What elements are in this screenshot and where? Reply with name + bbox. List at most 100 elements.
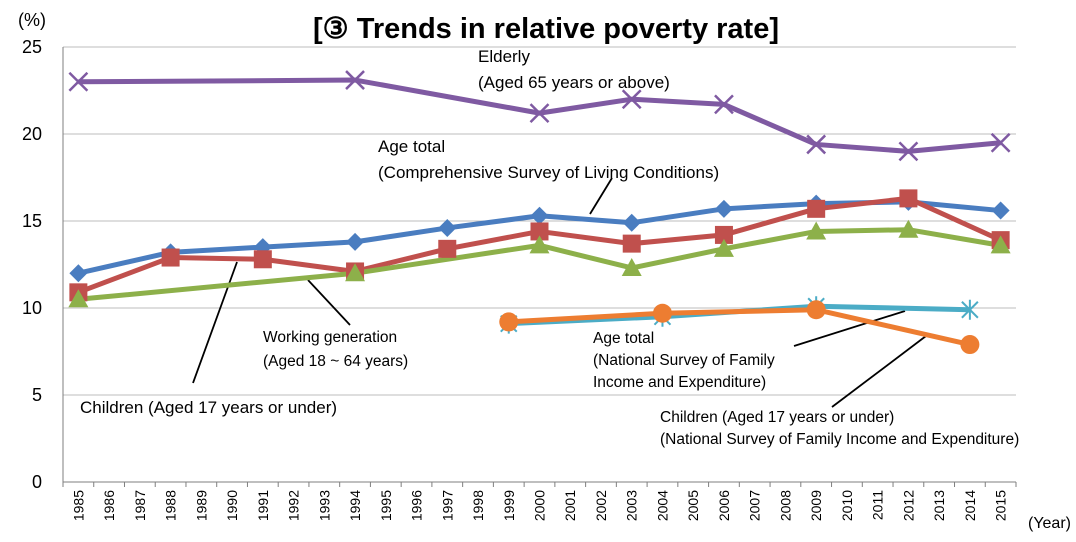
point-marker — [529, 103, 550, 124]
point-marker — [898, 141, 919, 162]
point-marker — [961, 299, 979, 320]
annotation-age-total-nsfie: Income and Expenditure) — [593, 374, 766, 391]
x-tick-label: 1997 — [439, 490, 455, 521]
point-marker — [652, 303, 672, 323]
point-marker — [69, 264, 88, 283]
leader-working-generation — [307, 279, 351, 326]
x-tick-label: 2007 — [747, 490, 763, 521]
annotation-elderly: Elderly — [478, 47, 530, 66]
point-marker — [68, 71, 89, 92]
point-marker — [253, 250, 272, 269]
annotation-age-total-cslc: (Comprehensive Survey of Living Conditio… — [378, 163, 719, 182]
point-marker — [622, 234, 641, 253]
x-tick-label: 1998 — [470, 490, 486, 521]
point-marker — [806, 300, 826, 320]
point-marker — [438, 239, 457, 258]
point-marker — [530, 222, 549, 241]
point-marker — [345, 70, 365, 90]
x-tick-label: 2009 — [808, 490, 824, 521]
leader-age-total-cslc — [589, 177, 613, 215]
x-tick-label: 2006 — [716, 490, 732, 521]
chart-text: [③ Trends in relative poverty rate] (%) … — [18, 10, 1071, 532]
series-annotations: Elderly (Aged 65 years or above) Age total… — [80, 47, 1019, 448]
chart-title: [③ Trends in relative poverty rate] — [313, 13, 779, 45]
point-marker — [68, 289, 89, 308]
y-tick-label: 20 — [22, 124, 42, 144]
point-marker — [438, 218, 457, 237]
x-tick-label: 2015 — [993, 490, 1009, 521]
annotation-children-nsfie: (National Survey of Family Income and Ex… — [660, 431, 1019, 448]
point-marker — [960, 335, 980, 355]
x-axis-unit: (Year) — [1028, 515, 1071, 532]
x-tick-label: 1993 — [316, 490, 332, 521]
y-axis-unit: (%) — [18, 10, 46, 30]
series-line — [78, 77, 1001, 154]
y-tick-label: 10 — [22, 298, 42, 318]
point-marker — [714, 199, 733, 218]
x-tick-label: 2013 — [931, 490, 947, 521]
point-marker — [990, 235, 1011, 254]
x-tick-label: 1996 — [409, 490, 425, 521]
point-marker — [345, 263, 366, 282]
x-tick-label: 1989 — [193, 490, 209, 521]
y-tick-label: 0 — [32, 472, 42, 492]
point-marker — [499, 312, 519, 332]
x-tick-label: 2008 — [777, 490, 793, 521]
point-marker — [621, 257, 642, 276]
annotation-working-generation: (Aged 18 ~ 64 years) — [263, 353, 408, 370]
point-marker — [622, 213, 641, 232]
point-marker — [529, 235, 550, 254]
axes — [62, 47, 1017, 487]
leader-children-cslc — [192, 261, 238, 384]
x-tick-label: 2012 — [900, 490, 916, 521]
x-tick-label: 2005 — [685, 490, 701, 521]
annotation-children-nsfie: Children (Aged 17 years or under) — [660, 409, 894, 426]
x-tick-label: 1988 — [163, 490, 179, 521]
x-tick-label: 2011 — [870, 490, 886, 520]
annotation-age-total-cslc: Age total — [378, 137, 445, 156]
y-tick-label: 15 — [22, 211, 42, 231]
point-marker — [621, 89, 642, 110]
annotation-leader-lines — [192, 177, 927, 408]
x-tick-label: 1995 — [378, 490, 394, 521]
point-marker — [713, 238, 734, 257]
x-tick-label: 2000 — [532, 490, 548, 521]
x-tick-label: 2003 — [624, 490, 640, 521]
y-tick-label: 5 — [32, 385, 42, 405]
point-marker — [530, 206, 549, 225]
series-line — [78, 227, 1002, 302]
x-tick-label: 2004 — [654, 490, 670, 521]
point-marker — [899, 189, 918, 208]
series-line — [508, 307, 971, 347]
leader-age-total-nsfie — [793, 310, 906, 347]
x-tick-label: 1990 — [224, 490, 240, 521]
x-tick-label: 1987 — [132, 490, 148, 521]
x-tick-label: 1991 — [255, 490, 271, 521]
point-marker — [898, 219, 919, 238]
annotation-age-total-nsfie: (National Survey of Family — [593, 352, 775, 369]
leader-children-nsfie — [831, 335, 927, 408]
annotation-elderly: (Aged 65 years or above) — [478, 73, 670, 92]
series-markers — [68, 70, 1011, 355]
x-tick-label: 2010 — [839, 490, 855, 521]
point-marker — [991, 201, 1010, 220]
point-marker — [161, 248, 180, 267]
point-marker — [807, 199, 826, 218]
point-marker — [714, 94, 734, 115]
x-tick-label: 1986 — [101, 490, 117, 521]
point-marker — [990, 132, 1011, 153]
x-tick-label: 1994 — [347, 490, 363, 521]
x-tick-label: 1985 — [70, 490, 86, 521]
x-tick-label: 1992 — [286, 490, 302, 521]
x-tick-label: 2014 — [962, 490, 978, 521]
annotation-working-generation: Working generation — [263, 329, 397, 346]
series-line — [508, 303, 970, 327]
annotation-children-cslc: Children (Aged 17 years or under) — [80, 398, 337, 417]
x-tick-label: 1999 — [501, 490, 517, 521]
point-marker — [714, 225, 733, 244]
x-tick-label: 2001 — [562, 490, 578, 521]
annotation-age-total-nsfie: Age total — [593, 330, 654, 347]
y-tick-label: 25 — [22, 37, 42, 57]
point-marker — [346, 232, 365, 251]
